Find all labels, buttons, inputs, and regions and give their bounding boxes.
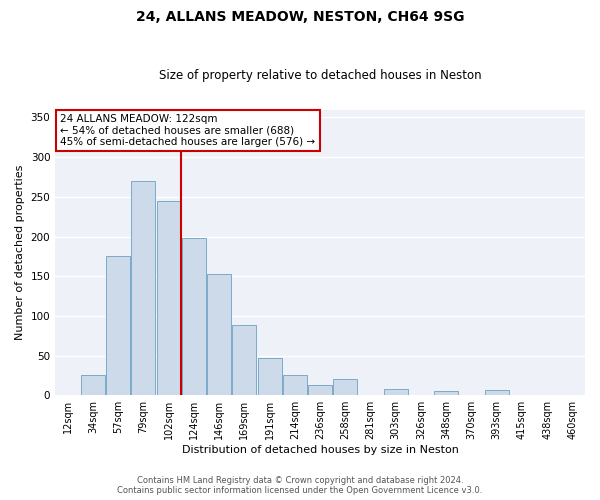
Bar xyxy=(283,376,307,395)
Title: Size of property relative to detached houses in Neston: Size of property relative to detached ho… xyxy=(159,69,481,82)
Bar xyxy=(485,390,509,395)
Y-axis label: Number of detached properties: Number of detached properties xyxy=(15,164,25,340)
Bar xyxy=(157,201,181,395)
Bar xyxy=(257,358,281,395)
Text: 24, ALLANS MEADOW, NESTON, CH64 9SG: 24, ALLANS MEADOW, NESTON, CH64 9SG xyxy=(136,10,464,24)
Bar xyxy=(131,181,155,395)
Bar xyxy=(207,274,231,395)
Bar xyxy=(384,389,408,395)
Bar xyxy=(81,376,105,395)
Bar xyxy=(308,385,332,395)
Bar xyxy=(434,391,458,395)
X-axis label: Distribution of detached houses by size in Neston: Distribution of detached houses by size … xyxy=(182,445,458,455)
Bar xyxy=(232,326,256,395)
Text: 24 ALLANS MEADOW: 122sqm
← 54% of detached houses are smaller (688)
45% of semi-: 24 ALLANS MEADOW: 122sqm ← 54% of detach… xyxy=(61,114,316,147)
Bar xyxy=(106,256,130,395)
Bar xyxy=(334,378,357,395)
Bar xyxy=(182,238,206,395)
Text: Contains HM Land Registry data © Crown copyright and database right 2024.
Contai: Contains HM Land Registry data © Crown c… xyxy=(118,476,482,495)
